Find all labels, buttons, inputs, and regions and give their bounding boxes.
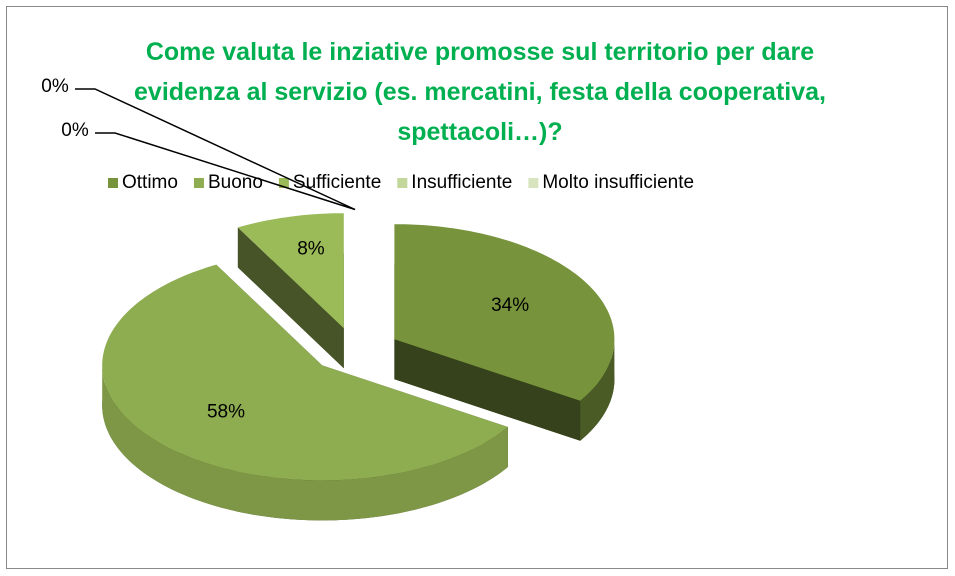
legend-swatch (278, 178, 289, 188)
leader-line (75, 88, 356, 211)
data-label: 0% (61, 120, 89, 141)
legend-label: Buono (208, 172, 263, 193)
legend-label: Insufficiente (411, 172, 512, 193)
slice-outer-wall (102, 365, 508, 521)
data-label: 34% (491, 295, 529, 316)
legend-swatch (397, 178, 408, 188)
slice-radial-wall (394, 339, 581, 441)
slice-outer-wall (580, 339, 615, 441)
leader-line (95, 132, 356, 211)
slice (237, 213, 344, 329)
legend-swatch (108, 178, 118, 188)
legend-label: Sufficiente (293, 172, 381, 193)
data-label: 58% (207, 402, 245, 423)
slice (394, 224, 615, 401)
legend-swatch (528, 178, 539, 188)
legend-label: Ottimo (122, 172, 178, 193)
chart-title: Come valuta le inziative promosse sul te… (134, 38, 826, 146)
data-label: 8% (297, 238, 325, 259)
legend-swatch (193, 178, 204, 188)
slice-radial-wall (237, 227, 344, 369)
slice (102, 264, 508, 481)
legend-label: Molto insufficiente (542, 172, 694, 193)
data-label: 0% (41, 76, 69, 97)
